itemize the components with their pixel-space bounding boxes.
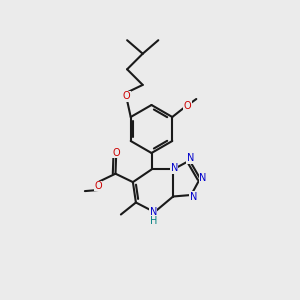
Text: N: N — [171, 163, 178, 173]
Text: O: O — [94, 181, 102, 191]
Text: N: N — [187, 153, 194, 164]
Text: O: O — [122, 91, 130, 101]
Text: O: O — [184, 100, 191, 111]
Text: N: N — [200, 173, 207, 183]
Text: H: H — [150, 215, 157, 226]
Text: N: N — [190, 191, 197, 202]
Text: O: O — [112, 148, 120, 158]
Text: N: N — [150, 207, 157, 217]
